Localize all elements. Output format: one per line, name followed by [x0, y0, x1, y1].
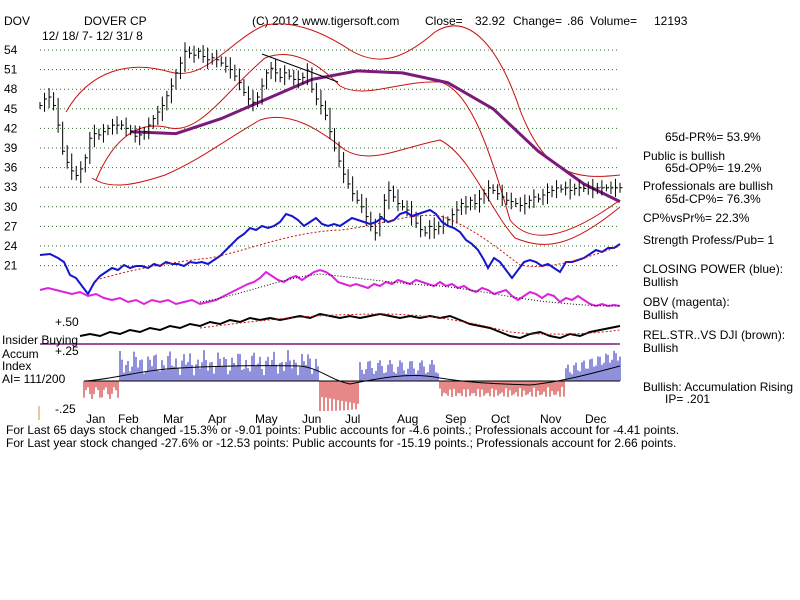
y-tick-36: 36	[4, 161, 18, 175]
y-tick-48: 48	[4, 82, 18, 96]
plus50-label: +.50	[55, 315, 79, 329]
cpvspr-stat: CP%vsPr%= 22.3%	[643, 211, 750, 225]
y-tick-30: 30	[4, 200, 18, 214]
accum-rising: Bullish: Accumulation Rising	[643, 380, 793, 394]
bollinger-bands	[65, 23, 621, 245]
month-label-nov: Nov	[540, 412, 561, 426]
y-tick-33: 33	[4, 180, 18, 194]
date-range: 12/ 18/ 7- 12/ 31/ 8	[42, 29, 143, 43]
close-value: 32.92	[475, 14, 505, 28]
accum-ma-line	[83, 365, 621, 386]
volume-label: Volume=	[590, 14, 637, 28]
insider-buying-label: Insider Buying	[2, 333, 78, 347]
month-label-mar: Mar	[163, 412, 184, 426]
close-label: Close=	[425, 14, 463, 28]
relstr-value: Bullish	[643, 341, 678, 355]
closing-power-line	[39, 208, 621, 296]
ticker-label: DOV	[4, 14, 30, 28]
upper-band	[65, 23, 621, 177]
relative-strength-ma	[199, 313, 621, 335]
cp-stat: 65d-CP%= 76.3%	[665, 192, 761, 206]
month-label-aug: Aug	[397, 412, 418, 426]
obv-line	[39, 268, 621, 308]
lower-band	[91, 116, 621, 245]
minus25-label: -.25	[55, 402, 76, 416]
y-tick-39: 39	[4, 141, 18, 155]
middle-band	[95, 54, 621, 236]
month-axis: Jan Feb Mar Apr May Jun Jul Aug Sep Oct Nov Dec	[86, 412, 606, 426]
closing-power-ma	[95, 214, 621, 281]
y-tick-45: 45	[4, 102, 18, 116]
month-label-apr: Apr	[208, 412, 227, 426]
op-stat: 65d-OP%= 19.2%	[665, 161, 762, 175]
y-tick-51: 51	[4, 63, 18, 77]
closing-power-label: CLOSING POWER (blue):	[643, 262, 783, 276]
ai-label: AI= 111/200	[2, 372, 66, 386]
ip-stat: IP= .201	[665, 392, 710, 406]
month-label-dec: Dec	[585, 412, 606, 426]
month-label-jul: Jul	[345, 412, 360, 426]
y-tick-21: 21	[4, 259, 18, 273]
strength-stat: Strength Profess/Pub= 1	[643, 233, 774, 247]
trend-line	[261, 53, 339, 83]
y-tick-54: 54	[4, 43, 18, 57]
accumulation-index-bars	[83, 350, 621, 411]
pros-bullish: Professionals are bullish	[643, 179, 773, 193]
footer-line-2: For Last year stock changed -27.6% or -1…	[6, 436, 676, 450]
plus25-label: +.25	[55, 344, 79, 358]
accum-label-2: Index	[2, 359, 31, 373]
footer-line-1: For Last 65 days stock changed -15.3% or…	[6, 423, 679, 437]
change-label: Change=	[513, 14, 562, 28]
month-label-feb: Feb	[118, 412, 139, 426]
pr-stat: 65d-PR%= 53.9%	[665, 130, 761, 144]
closing-power-value: Bullish	[643, 275, 678, 289]
price-bars	[39, 42, 623, 241]
obv-value: Bullish	[643, 308, 678, 322]
moving-average-line	[130, 69, 621, 203]
y-tick-42: 42	[4, 121, 18, 135]
accum-label-1: Accum	[2, 347, 39, 361]
relstr-label: REL.STR..VS DJI (brown):	[643, 328, 785, 342]
y-tick-24: 24	[4, 239, 18, 253]
copyright: (C) 2012 www.tigersoft.com	[252, 14, 399, 28]
volume-value: 12193	[654, 14, 688, 28]
public-bullish: Public is bullish	[643, 149, 725, 163]
month-label-jan: Jan	[86, 412, 105, 426]
month-label-sep: Sep	[445, 412, 467, 426]
change-value: .86	[567, 14, 584, 28]
obv-label: OBV (magenta):	[643, 295, 730, 309]
y-tick-27: 27	[4, 219, 18, 233]
price-axis-ticks: 54 51 48 45 42 39 36 33 30 27 24 21	[4, 43, 18, 273]
month-label-jun: Jun	[302, 412, 321, 426]
month-label-may: May	[255, 412, 278, 426]
company-name: DOVER CP	[84, 14, 147, 28]
month-label-oct: Oct	[491, 412, 510, 426]
